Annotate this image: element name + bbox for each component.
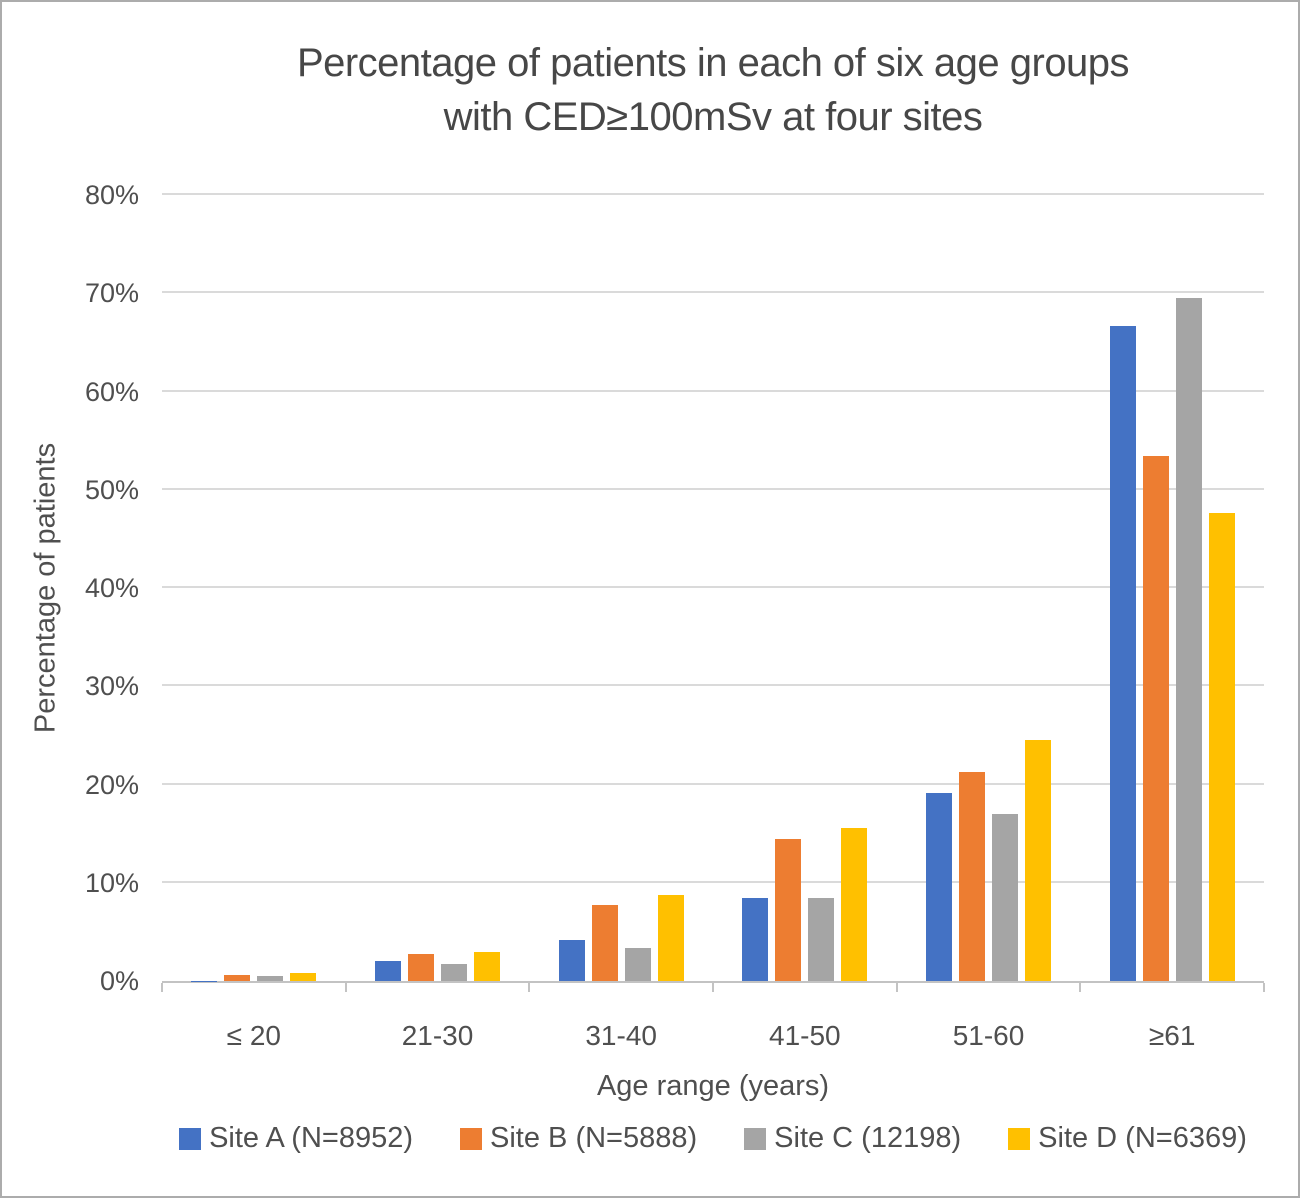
legend-swatch-icon (1008, 1127, 1031, 1150)
legend-swatch-icon (744, 1127, 767, 1150)
y-tick-label: 70% (84, 278, 139, 309)
x-tick-label: ≤ 20 (226, 1020, 281, 1051)
x-tick-label: 31-40 (585, 1020, 657, 1051)
axis-tick-mark (528, 983, 531, 992)
y-tick-label: 50% (84, 474, 139, 505)
y-tick-label: 80% (84, 180, 139, 210)
legend-item: Site D (N=6369) (1008, 1122, 1247, 1155)
y-tick-label: 40% (84, 573, 139, 603)
gridline (162, 389, 1264, 392)
bar-site-b (775, 838, 802, 981)
x-tick-label: 41-50 (769, 1020, 841, 1051)
bar-site-b (224, 975, 251, 981)
legend: Site A (N=8952) Site B (N=5888) Site C (12… (162, 1122, 1264, 1155)
bar-group (713, 195, 897, 981)
axis-tick-mark (1079, 983, 1082, 992)
bar-site-c (441, 964, 467, 981)
bar-site-c (1175, 298, 1202, 981)
bar-site-a (558, 939, 585, 981)
bar-site-a (926, 793, 953, 981)
gridline (162, 880, 1264, 883)
bar-group (897, 195, 1081, 981)
legend-item: Site A (N=8952) (179, 1122, 413, 1155)
bar-group (529, 195, 713, 981)
bar-group (162, 195, 346, 981)
chart-title-line-1: Percentage of patients in each of six ag… (296, 41, 1130, 85)
bar-site-d (290, 972, 317, 981)
axis-tick-mark (161, 983, 163, 992)
y-tick-label: 60% (84, 376, 139, 407)
x-tick-label: 51-60 (952, 1020, 1025, 1051)
legend-label: Site A (N=8952) (209, 1122, 414, 1154)
bar-site-d (474, 951, 500, 981)
y-tick-label: 20% (84, 769, 139, 800)
plot-area (162, 193, 1264, 983)
legend-item: Site B (N=5888) (460, 1122, 697, 1155)
bar-site-d (1025, 740, 1052, 981)
legend-label: Site D (N=6369) (1038, 1122, 1247, 1154)
axis-tick-mark (895, 983, 898, 992)
bar-site-b (959, 771, 986, 981)
legend-swatch-icon (179, 1127, 202, 1150)
bar-site-d (657, 894, 684, 981)
gridline (162, 487, 1264, 490)
bar-group (346, 195, 530, 981)
y-tick-label: 0% (99, 966, 139, 996)
chart-title: Percentage of patients in each of six ag… (162, 36, 1264, 144)
axis-tick-mark (712, 983, 714, 992)
bar-site-c (257, 975, 284, 981)
x-axis-labels: ≤ 20 21-30 31-40 41-50 51-60 ≥61 (162, 1020, 1264, 1054)
chart-title-line-2: with CED≥100mSv at four sites (443, 95, 983, 139)
bar-site-b (408, 954, 434, 981)
bar-site-c (624, 947, 651, 981)
bar-site-b (1142, 456, 1169, 981)
legend-label: Site C (12198) (774, 1122, 962, 1154)
axis-tick-mark (344, 983, 347, 992)
legend-item: Site C (12198) (744, 1122, 961, 1155)
bars-layer (162, 195, 1264, 981)
gridline (162, 782, 1264, 785)
y-axis-labels: 0% 10% 20% 30% 40% 50% 60% 70% 80% (2, 181, 149, 995)
x-tick-label: 21-30 (401, 1020, 474, 1051)
gridline (162, 291, 1264, 294)
y-tick-label: 30% (84, 671, 139, 702)
legend-swatch-icon (460, 1127, 483, 1150)
bar-site-a (375, 961, 401, 981)
x-axis-title: Age range (years) (596, 1070, 830, 1102)
x-tick-label: ≥61 (1148, 1020, 1196, 1051)
gridline (162, 684, 1264, 687)
bar-site-c (808, 898, 835, 981)
bar-site-a (1109, 325, 1136, 981)
legend-label: Site B (N=5888) (490, 1122, 698, 1154)
bar-group (1080, 195, 1264, 981)
gridline (162, 193, 1264, 195)
bar-site-b (591, 905, 618, 981)
bar-site-c (992, 813, 1019, 981)
bar-site-a (742, 898, 769, 981)
axis-tick-mark (1263, 983, 1265, 992)
x-ticks (161, 983, 1265, 993)
bar-site-d (841, 827, 868, 981)
bar-site-d (1208, 513, 1235, 981)
y-tick-label: 10% (84, 867, 139, 898)
gridline (162, 586, 1264, 588)
